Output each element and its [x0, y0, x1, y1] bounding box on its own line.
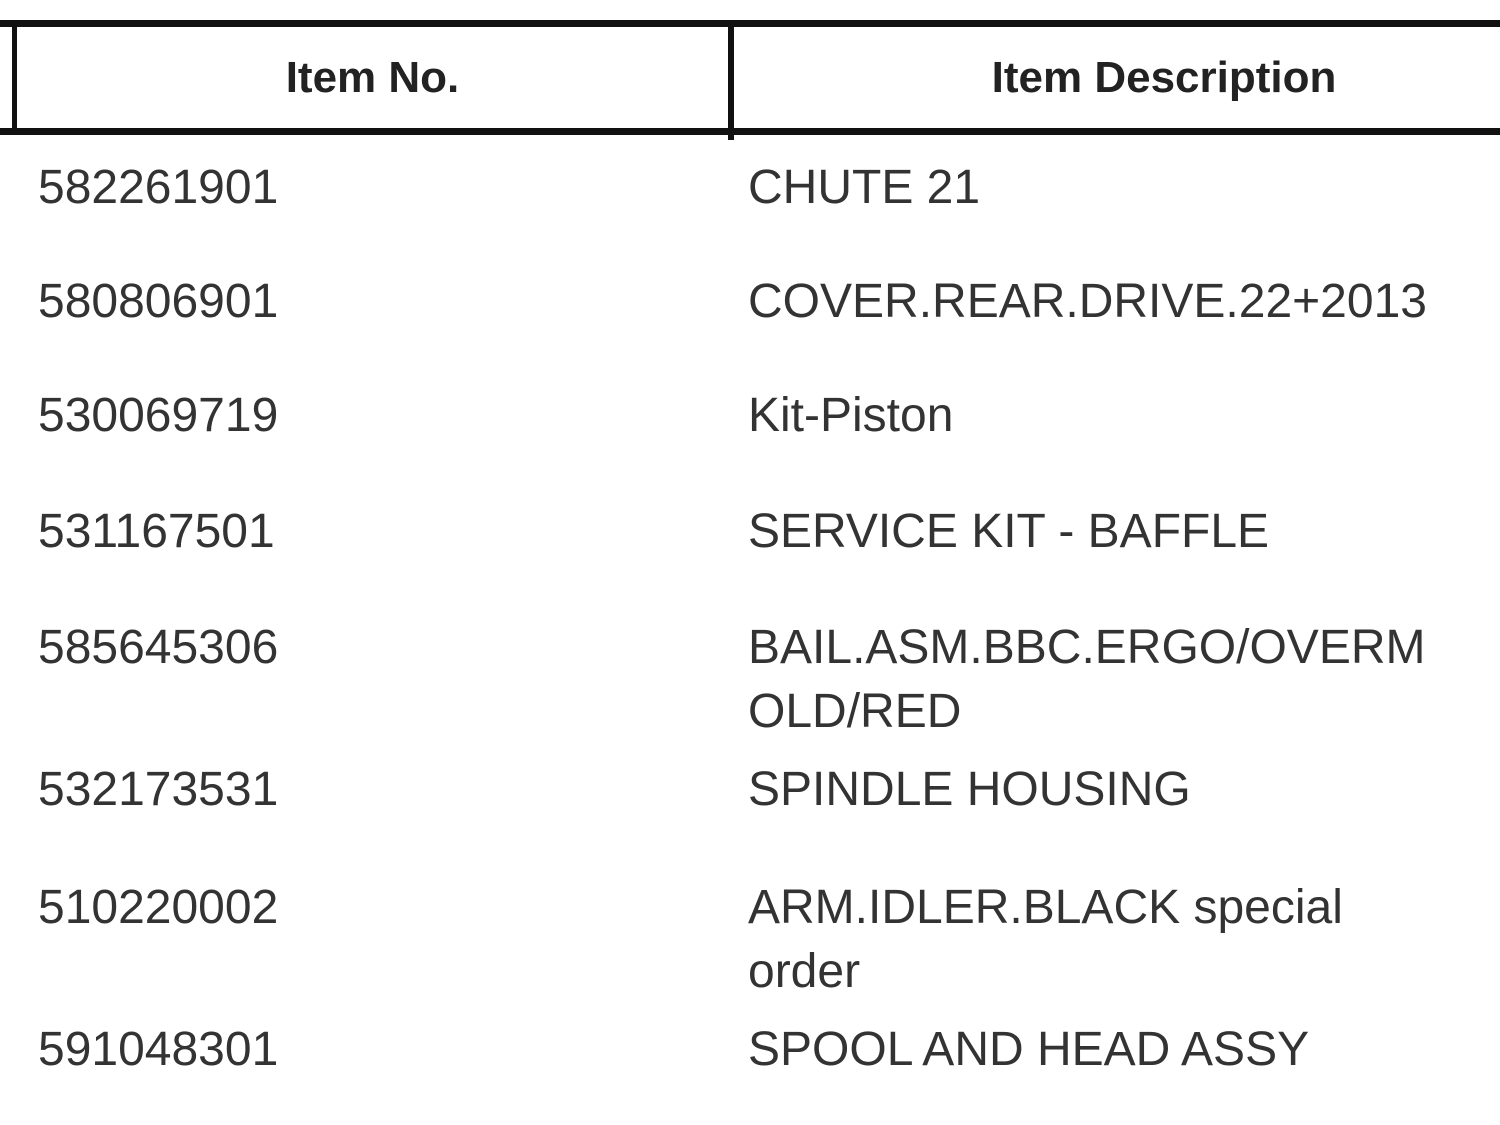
item-number: 530069719 [38, 389, 279, 442]
item-description: SPINDLE HOUSING [748, 763, 1191, 816]
item-number: 531167501 [38, 505, 275, 558]
item-description: Kit-Piston [748, 389, 954, 442]
table-left-border [12, 20, 17, 134]
item-description: CHUTE 21 [748, 161, 981, 214]
item-description: COVER.REAR.DRIVE.22+2013 [748, 275, 1427, 328]
item-description: order [748, 945, 861, 998]
item-description: ARM.IDLER.BLACK special [748, 881, 1343, 934]
item-number: 582261901 [38, 161, 279, 214]
table-top-border [0, 20, 1500, 27]
header-item-no: Item No. [285, 53, 460, 102]
item-number: 532173531 [38, 763, 279, 816]
item-description: BAIL.ASM.BBC.ERGO/OVERM [748, 621, 1426, 674]
item-description: SERVICE KIT - BAFFLE [748, 505, 1270, 558]
item-number: 585645306 [38, 621, 279, 674]
item-description: SPOOL AND HEAD ASSY [748, 1023, 1310, 1076]
item-description: OLD/RED [748, 685, 962, 738]
item-number: 591048301 [38, 1023, 279, 1076]
item-number: 510220002 [38, 881, 279, 934]
column-divider [728, 20, 734, 140]
item-number: 580806901 [38, 275, 279, 328]
header-item-description: Item Description [991, 53, 1337, 102]
header-bottom-border [0, 128, 1500, 135]
